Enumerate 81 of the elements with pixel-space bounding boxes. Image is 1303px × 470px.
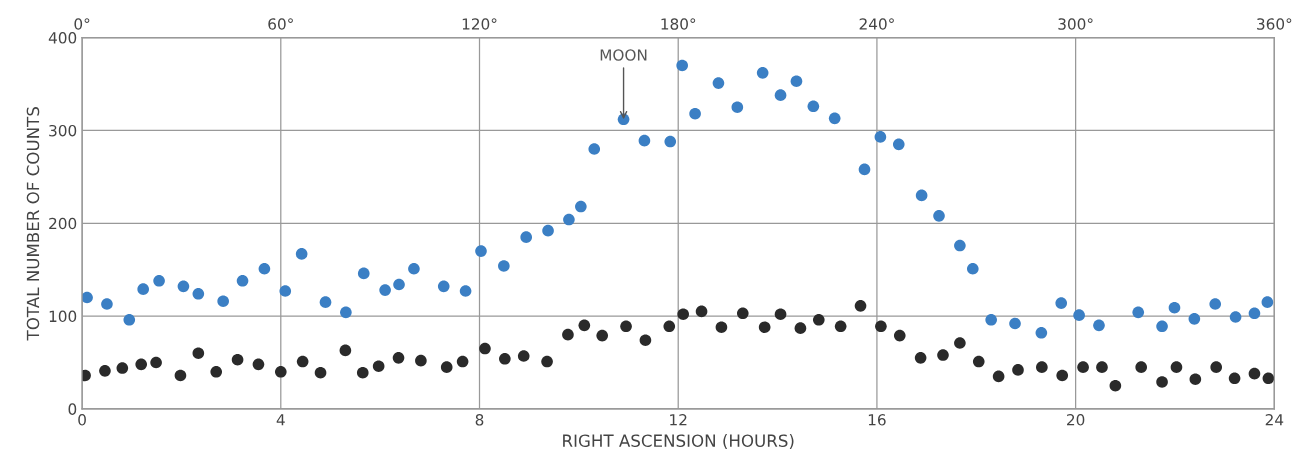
x-tick-label: 16	[868, 414, 886, 426]
point	[137, 283, 149, 295]
point	[933, 210, 945, 222]
point	[192, 287, 205, 300]
point	[177, 280, 190, 293]
point	[1055, 297, 1068, 309]
x-tick-label: 4	[276, 414, 285, 426]
point	[954, 239, 966, 252]
point	[82, 291, 93, 304]
x-tick-label: 8	[475, 414, 484, 426]
point	[807, 100, 820, 113]
point	[892, 138, 905, 151]
x-tick-label: 20	[1067, 414, 1085, 426]
point	[153, 274, 165, 287]
point	[520, 231, 533, 243]
point	[1229, 311, 1242, 323]
x-tick-label: 12	[670, 414, 687, 426]
point	[379, 284, 391, 296]
x2-tick-label: 240°	[859, 18, 894, 30]
point	[357, 267, 370, 280]
point	[1035, 326, 1048, 339]
y-tick-label: 200	[49, 217, 77, 230]
point	[774, 89, 787, 101]
point	[858, 163, 871, 176]
x2-tick-label: 120°	[462, 18, 497, 30]
point	[437, 280, 450, 293]
point	[731, 101, 744, 114]
point	[1188, 313, 1201, 325]
point	[915, 189, 928, 202]
point	[985, 313, 997, 326]
point	[664, 135, 677, 148]
point	[1009, 317, 1021, 330]
y-axis-title: TOTAL NUMBER OF COUNTS	[26, 107, 40, 341]
point	[295, 248, 308, 260]
point	[828, 112, 841, 125]
point	[217, 295, 229, 308]
x-axis-title: RIGHT ASCENSION (HOURS)	[563, 434, 794, 449]
x2-tick-label: 180°	[661, 18, 696, 30]
point	[408, 262, 420, 275]
point	[588, 143, 601, 155]
point	[756, 67, 769, 79]
point	[459, 285, 472, 297]
y-tick-label: 300	[49, 124, 77, 137]
point	[340, 306, 352, 319]
point	[1248, 307, 1261, 320]
point	[790, 75, 803, 88]
point	[1073, 309, 1085, 321]
point	[563, 213, 575, 226]
point	[498, 260, 510, 272]
point	[575, 200, 587, 213]
point	[123, 313, 136, 326]
x-tick-label: 0	[78, 414, 86, 426]
point	[874, 131, 887, 143]
point	[1168, 301, 1181, 314]
point	[676, 59, 688, 72]
point	[542, 224, 554, 237]
point	[319, 296, 332, 308]
point	[475, 245, 487, 257]
y-tick-label: 400	[48, 32, 77, 44]
y-tick-label: 100	[49, 310, 77, 323]
point	[1209, 298, 1222, 310]
annotation: MOON	[600, 49, 647, 61]
point	[966, 262, 979, 275]
point	[279, 285, 292, 297]
point	[1093, 319, 1105, 332]
point	[712, 77, 725, 89]
point	[689, 107, 701, 120]
point	[638, 134, 651, 147]
point	[258, 262, 271, 275]
point	[1132, 306, 1145, 319]
x2-tick-label: 360°	[1257, 18, 1292, 30]
point	[1261, 296, 1274, 308]
x2-tick-label: 0°	[74, 18, 90, 30]
y-tick-label: 0	[68, 403, 77, 415]
x2-tick-label: 60°	[268, 18, 293, 30]
point	[393, 278, 405, 291]
x2-tick-label: 300°	[1058, 18, 1093, 30]
point	[101, 298, 113, 310]
point	[1156, 320, 1168, 333]
point	[236, 274, 249, 287]
x-tick-label: 24	[1265, 414, 1284, 426]
